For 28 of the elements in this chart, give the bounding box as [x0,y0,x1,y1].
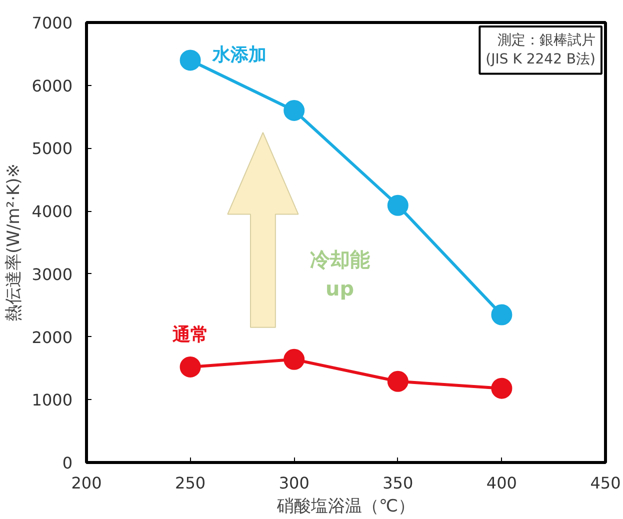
y-tick-label: 1000 [32,390,72,410]
x-tick-label: 400 [486,474,517,492]
point [180,50,201,71]
x-axis-title: 硝酸塩浴温（℃） [276,496,416,516]
y-tick-label: 0 [62,454,73,472]
point [180,356,201,378]
point [284,348,305,370]
y-tick-label: 3000 [32,264,72,284]
y-axis-title: 熱伝達率(W/m²·K)※ [4,164,24,322]
series-label: 水添加 [211,44,266,66]
x-tick-label: 450 [590,474,621,492]
x-tick-label: 300 [278,474,310,492]
point [491,304,512,326]
point [387,194,408,216]
x-tick-label: 350 [382,474,414,492]
x-tick-label: 200 [71,474,102,492]
y-tick-label: 4000 [32,202,72,222]
point [491,378,512,399]
annotation: 冷却能 up [310,248,370,300]
point [284,100,305,121]
y-tick-label: 6000 [32,76,72,96]
series-label: 通常 [171,324,208,346]
y-tick-label: 5000 [32,139,72,158]
y-tick-label: 2000 [32,328,72,347]
annotation: 測定：銀棒試片 (JIS K 2242 B法) [486,32,596,68]
x-tick-label: 250 [175,474,206,492]
y-tick-label: 7000 [32,14,72,32]
point [387,370,408,392]
